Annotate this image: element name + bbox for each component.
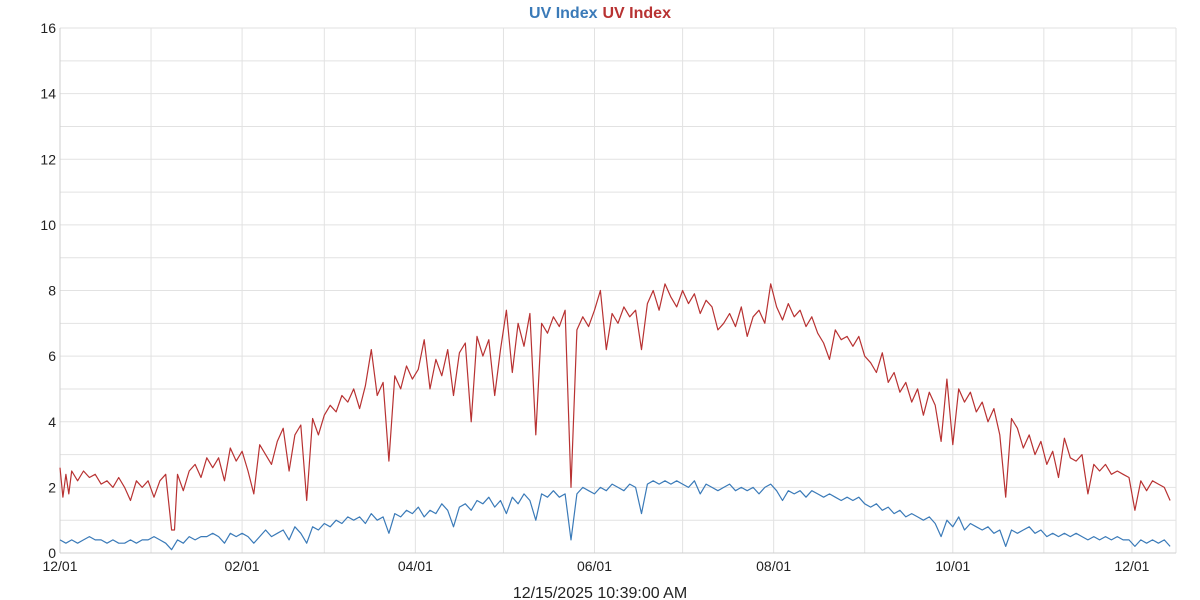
x-axis-timestamp-label: 12/15/2025 10:39:00 AM — [513, 585, 687, 600]
series-line-blue — [59, 480, 1171, 551]
x-tick-label: 04/01 — [398, 558, 433, 574]
x-tick-label: 06/01 — [577, 558, 612, 574]
series-line-red — [59, 283, 1171, 531]
legend: UV Index UV Index — [529, 5, 671, 22]
x-tick-label: 10/01 — [935, 558, 970, 574]
y-tick-label: 2 — [48, 479, 56, 495]
x-tick-label: 02/01 — [225, 558, 260, 574]
x-tick-label: 12/01 — [1114, 558, 1149, 574]
series-lines — [59, 283, 1171, 551]
x-tick-label: 08/01 — [756, 558, 791, 574]
legend-entry-red-series[interactable]: UV Index — [603, 5, 672, 22]
y-tick-label: 6 — [48, 348, 56, 364]
x-tick-label: 12/01 — [42, 558, 77, 574]
y-tick-label: 14 — [40, 86, 56, 102]
y-tick-label: 12 — [40, 151, 56, 167]
grid — [59, 27, 1177, 554]
legend-entry-blue-series[interactable]: UV Index — [529, 5, 598, 22]
y-tick-label: 10 — [40, 217, 56, 233]
y-tick-label: 0 — [48, 545, 56, 561]
y-tick-label: 8 — [48, 283, 56, 299]
x-axis-tick-labels: 12/01 02/01 04/01 06/01 08/01 10/01 12/01 — [42, 558, 1149, 574]
y-tick-label: 16 — [40, 20, 56, 36]
y-tick-label: 4 — [48, 414, 56, 430]
y-axis-tick-labels: 0 2 4 6 8 10 12 14 16 — [40, 20, 56, 561]
